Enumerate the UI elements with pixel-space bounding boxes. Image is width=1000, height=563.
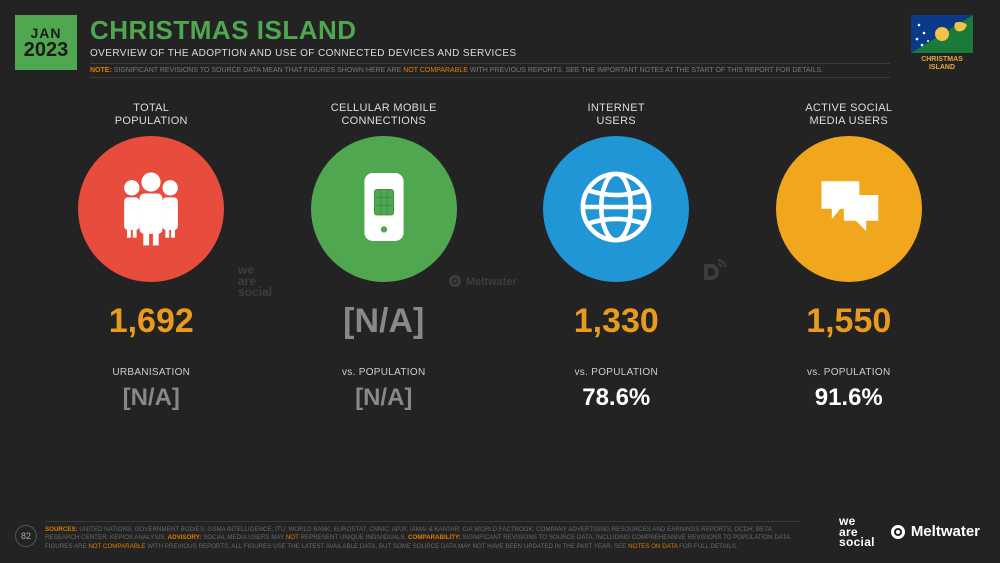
- metric-1: CELLULAR MOBILE CONNECTIONS [N/A] vs. PO…: [274, 102, 494, 412]
- metric-sub-label: vs. POPULATION: [506, 367, 726, 378]
- footer-sources: SOURCES: UNITED NATIONS; GOVERNMENT BODI…: [45, 521, 800, 551]
- logo-meltwater: Meltwater: [889, 523, 980, 541]
- metric-sub-value: 78.6%: [506, 384, 726, 412]
- chat-icon: [806, 164, 892, 255]
- note-text-after: WITH PREVIOUS REPORTS. SEE THE IMPORTANT…: [468, 67, 823, 74]
- metric-label: CELLULAR MOBILE CONNECTIONS: [274, 102, 494, 132]
- metric-value: [N/A]: [274, 302, 494, 341]
- globe-icon: [570, 161, 662, 258]
- note-line: NOTE: SIGNIFICANT REVISIONS TO SOURCE DA…: [90, 63, 890, 78]
- metric-circle: [776, 136, 922, 282]
- note-highlight: NOT COMPARABLE: [403, 67, 468, 74]
- note-text-before: SIGNIFICANT REVISIONS TO SOURCE DATA MEA…: [112, 67, 403, 74]
- metric-label: TOTAL POPULATION: [41, 102, 261, 132]
- flag-icon: [911, 15, 973, 53]
- people-icon: [103, 159, 199, 260]
- metric-sub-value: 91.6%: [739, 384, 959, 412]
- metric-value: 1,330: [506, 302, 726, 341]
- watermark-d-icon: [700, 258, 726, 286]
- metric-value: 1,692: [41, 302, 261, 341]
- metric-sub-label: vs. POPULATION: [739, 367, 959, 378]
- metric-value: 1,550: [739, 302, 959, 341]
- page-subtitle: OVERVIEW OF THE ADOPTION AND USE OF CONN…: [90, 48, 890, 59]
- page-title: CHRISTMAS ISLAND: [90, 15, 890, 46]
- metric-circle: [78, 136, 224, 282]
- metric-sub-value: [N/A]: [274, 384, 494, 412]
- note-label: NOTE:: [90, 67, 112, 74]
- page-number: 82: [15, 525, 37, 547]
- metric-label: INTERNET USERS: [506, 102, 726, 132]
- svg-text:Meltwater: Meltwater: [466, 276, 517, 288]
- sim-icon: [344, 167, 424, 252]
- metric-0: TOTAL POPULATION 1,692 URBANISATION [N/A…: [41, 102, 261, 412]
- metric-3: ACTIVE SOCIAL MEDIA USERS 1,550 vs. POPU…: [739, 102, 959, 412]
- logo-wearesocial: we are social: [839, 516, 875, 547]
- metric-circle: [311, 136, 457, 282]
- flag-block: CHRISTMAS ISLAND: [902, 15, 982, 71]
- flag-label: CHRISTMAS ISLAND: [902, 56, 982, 71]
- metric-circle: [543, 136, 689, 282]
- metric-sub-value: [N/A]: [41, 384, 261, 412]
- metric-2: INTERNET USERS 1,330 vs. POPULATION 78.6…: [506, 102, 726, 412]
- header: CHRISTMAS ISLAND OVERVIEW OF THE ADOPTIO…: [90, 15, 890, 78]
- metrics-row: TOTAL POPULATION 1,692 URBANISATION [N/A…: [35, 102, 965, 412]
- metric-sub-label: URBANISATION: [41, 367, 261, 378]
- metric-sub-label: vs. POPULATION: [274, 367, 494, 378]
- watermark-meltwater: Meltwater: [446, 272, 526, 292]
- date-month: JAN: [30, 26, 61, 40]
- metric-label: ACTIVE SOCIAL MEDIA USERS: [739, 102, 959, 132]
- footer-logos: we are social Meltwater: [839, 516, 980, 547]
- watermark-wearesocial: we are social: [238, 265, 272, 297]
- date-badge: JAN 2023: [15, 15, 77, 70]
- date-year: 2023: [24, 40, 69, 60]
